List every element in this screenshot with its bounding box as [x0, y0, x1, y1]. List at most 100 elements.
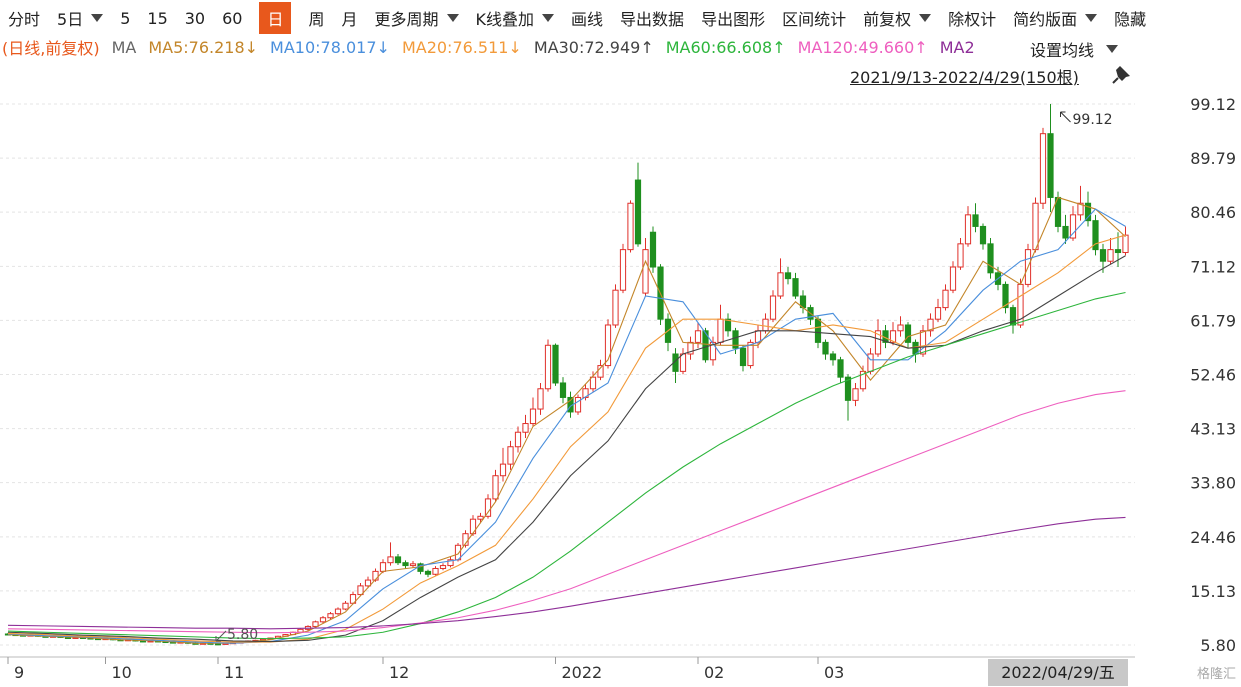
candle-body	[154, 640, 162, 643]
toolbar-item[interactable]: 除权计	[948, 6, 996, 30]
toolbar-item[interactable]: 画线	[571, 6, 603, 30]
candle-body	[394, 556, 402, 564]
candle-body	[612, 289, 619, 326]
y-tick-label: 24.46	[1190, 528, 1236, 547]
ma-line	[7, 208, 1126, 644]
candle-body	[582, 388, 589, 398]
candle-body	[672, 353, 679, 372]
candle-body	[964, 214, 972, 245]
toolbar-item[interactable]: 分时	[8, 6, 40, 30]
toolbar-item[interactable]: 5日	[57, 6, 104, 30]
candle-body	[792, 278, 799, 297]
toolbar-item[interactable]: 更多周期	[375, 6, 459, 30]
candle-body	[94, 638, 102, 641]
toolbar-item[interactable]: 隐藏	[1114, 6, 1146, 30]
range-label: 2021/9/13-2022/4/29(150根)	[850, 68, 1079, 87]
candle-body	[687, 341, 694, 355]
candle-body	[267, 637, 274, 640]
settings-button[interactable]: 设置均线	[1020, 36, 1135, 62]
candle-body	[987, 243, 994, 274]
pin-icon	[1112, 66, 1130, 84]
candles	[4, 104, 1129, 646]
candle-body	[1024, 249, 1032, 285]
candle-body	[972, 214, 979, 227]
dropdown-icon	[1106, 45, 1119, 53]
candle-body	[432, 567, 439, 575]
candle-body	[664, 318, 672, 343]
toolbar-item[interactable]: 60	[222, 9, 242, 28]
candle-body	[717, 318, 724, 343]
candle-body	[334, 608, 342, 615]
candle-body	[747, 341, 754, 367]
toolbar-item[interactable]: 简约版面	[1013, 6, 1098, 30]
candle-body	[162, 641, 169, 644]
candle-body	[859, 370, 867, 390]
candle-body	[1099, 249, 1107, 262]
candle-body	[1092, 220, 1099, 251]
candle-body	[469, 518, 477, 535]
candle-body	[289, 631, 297, 636]
legend-entry: MA120:49.660↑	[797, 37, 928, 57]
candle-body	[844, 376, 852, 401]
candle-body	[762, 318, 769, 332]
candle-body	[927, 318, 934, 332]
candle-body	[552, 344, 559, 384]
toolbar-item[interactable]: 月	[342, 6, 358, 30]
candle-body	[132, 639, 139, 642]
candle-body	[357, 585, 364, 596]
candle-body	[897, 324, 904, 332]
x-tick-label: 10	[112, 663, 132, 682]
candle-body	[889, 330, 897, 343]
candle-body	[147, 640, 154, 643]
toolbar-item[interactable]: 周	[308, 6, 324, 30]
candle-body	[837, 359, 844, 378]
toolbar-label: 周	[308, 10, 325, 29]
candle-body	[882, 330, 889, 343]
candle-body	[387, 556, 394, 564]
ma-line	[7, 291, 1126, 640]
candle-body	[252, 639, 259, 642]
toolbar-item[interactable]: 30	[185, 9, 205, 28]
candle-body	[364, 579, 372, 587]
candle-body	[1054, 196, 1062, 227]
candle-body	[979, 225, 987, 245]
candle-body	[372, 570, 379, 581]
candle-body	[259, 638, 267, 641]
toolbar-item[interactable]: 日	[259, 2, 292, 34]
candle-body	[312, 621, 319, 627]
candle-body	[454, 544, 462, 561]
candle-body	[784, 272, 792, 280]
y-tick-label: 61.79	[1190, 311, 1236, 330]
toolbar-item[interactable]: K线叠加	[476, 6, 555, 30]
toolbar-label: 分时	[8, 10, 41, 29]
x-tick-label: 11	[224, 663, 244, 682]
candle-body	[49, 635, 57, 638]
toolbar-label: 简约版面	[1013, 10, 1078, 29]
toolbar-label: 更多周期	[374, 10, 439, 29]
toolbar-item[interactable]: 导出图形	[701, 6, 765, 30]
toolbar-item[interactable]: 5	[120, 9, 130, 28]
candle-body	[477, 515, 484, 520]
candle-body	[874, 330, 882, 355]
candle-body	[769, 295, 777, 320]
toolbar-label: 日	[259, 2, 292, 34]
toolbar-item[interactable]: 15	[147, 9, 167, 28]
ma-line	[7, 255, 1126, 643]
candle-body	[807, 307, 814, 320]
dropdown-icon	[446, 14, 459, 22]
x-tick-label: 12	[389, 663, 409, 682]
dropdown-icon	[91, 14, 104, 22]
toolbar-item[interactable]: 导出数据	[620, 6, 684, 30]
candle-body	[724, 318, 732, 332]
candle-body	[1032, 202, 1039, 251]
candle-body	[304, 625, 312, 630]
legend-prefix: MA	[111, 37, 137, 57]
candle-body	[912, 341, 919, 355]
toolbar-item[interactable]: 前复权	[863, 6, 932, 30]
toolbar-label: 除权计	[948, 10, 997, 29]
toolbar-item[interactable]: 区间统计	[782, 6, 846, 30]
candle-body	[109, 638, 117, 641]
candle-body	[1084, 202, 1092, 222]
toolbar-label: 区间统计	[782, 10, 847, 29]
